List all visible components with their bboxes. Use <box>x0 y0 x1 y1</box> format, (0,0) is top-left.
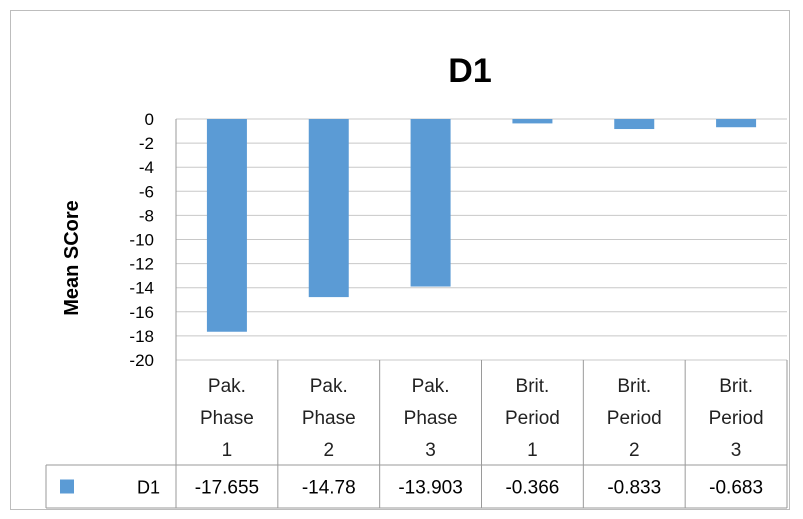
y-tick-label: -8 <box>139 206 154 225</box>
category-label: Period <box>505 408 560 429</box>
category-label: Pak. <box>412 376 450 397</box>
data-table: Pak. Phase 1 Pak. Phase 2 Pak. Phase 3 Brit. Perio… <box>45 360 788 509</box>
y-tick-labels: 0 -2 -4 -6 -8 -10 -12 -14 -16 -18 -20 <box>129 110 154 370</box>
y-tick-label: -12 <box>129 255 154 274</box>
bar-2 <box>308 119 349 298</box>
y-tick-label: 0 <box>145 110 154 129</box>
category-label: Period <box>607 408 662 429</box>
bar-6 <box>716 119 757 128</box>
category-label: Pak. <box>208 376 246 397</box>
bar-1 <box>206 119 247 332</box>
category-label: 1 <box>527 440 538 461</box>
bar-4 <box>512 119 553 124</box>
category-label: Phase <box>302 408 356 429</box>
y-tick-label: -14 <box>129 279 154 298</box>
bars <box>206 119 757 332</box>
data-label: -0.366 <box>505 478 559 499</box>
gridlines <box>175 118 787 508</box>
category-label: 1 <box>222 440 233 461</box>
chart-title: D1 <box>448 52 491 90</box>
category-label: Period <box>709 408 764 429</box>
category-label: Phase <box>200 408 254 429</box>
y-tick-label: -6 <box>139 182 154 201</box>
category-label: 2 <box>629 440 640 461</box>
legend-key <box>60 479 74 494</box>
category-label: Brit. <box>516 376 550 397</box>
bar-5 <box>614 119 655 130</box>
category-label: Brit. <box>719 376 753 397</box>
category-label: 3 <box>731 440 742 461</box>
bar-3 <box>410 119 451 287</box>
y-tick-label: -10 <box>129 231 154 250</box>
data-label: -13.903 <box>398 478 462 499</box>
data-label: -0.683 <box>709 478 763 499</box>
category-label: 2 <box>323 440 334 461</box>
category-label: Brit. <box>617 376 651 397</box>
category-label: Phase <box>404 408 458 429</box>
data-label: -17.655 <box>195 478 259 499</box>
data-label: -14.78 <box>302 478 356 499</box>
chart-frame <box>10 10 790 510</box>
legend-series-name: D1 <box>137 478 160 498</box>
y-tick-label: -20 <box>129 351 154 370</box>
y-tick-label: -16 <box>129 303 154 322</box>
y-tick-label: -4 <box>139 158 154 177</box>
category-label: Pak. <box>310 376 348 397</box>
category-label: 3 <box>425 440 436 461</box>
y-tick-label: -18 <box>129 327 154 346</box>
y-axis-label: Mean SCore <box>61 200 83 316</box>
y-tick-label: -2 <box>139 134 154 153</box>
data-label: -0.833 <box>607 478 661 499</box>
